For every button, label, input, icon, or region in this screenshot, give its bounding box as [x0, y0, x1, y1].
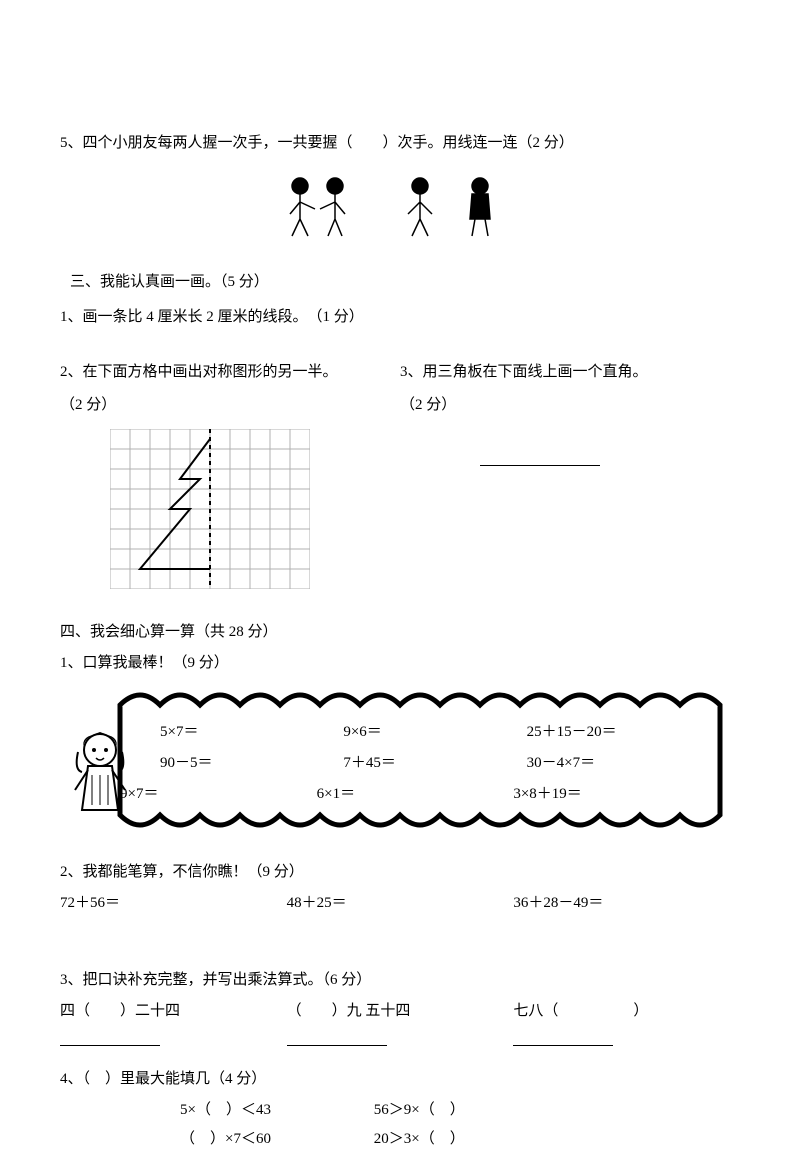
section-4-heading: 四、我会细心算一算（共 28 分）	[60, 619, 740, 646]
section-3-q1: 1、画一条比 4 厘米长 2 厘米的线段。 （1 分）	[60, 304, 740, 331]
section-4-q2: 2、我都能笔算，不信你瞧！（9 分）	[60, 859, 740, 886]
section-3-heading: 三、我能认真画一画。（5 分）	[70, 269, 740, 296]
fill-r1-b: 56＞9×（ ）	[374, 1097, 564, 1124]
mental-calc-box: 5×7＝ 9×6＝ 25＋15－20＝ 90－5＝ 7＋45＝ 30－4×7＝ …	[60, 685, 740, 845]
mnemonic-blank-b	[287, 1029, 514, 1056]
section-3-q2: 2、在下面方格中画出对称图形的另一半。	[60, 359, 400, 386]
calc-r3-b: 6×1＝	[317, 781, 514, 808]
right-angle-baseline	[480, 465, 600, 466]
fill-r1-a: 5×（ ）＜43	[180, 1097, 370, 1124]
mnemonic-blank-c	[513, 1029, 740, 1056]
mnemonic-c: 七八（ ）	[513, 998, 740, 1025]
mnemonic-blank-a	[60, 1029, 287, 1056]
section-4-q3: 3、把口诀补充完整，并写出乘法算式。（6 分）	[60, 967, 740, 994]
section-3-q3: 3、用三角板在下面线上画一个直角。	[400, 359, 740, 386]
written-a: 72＋56＝	[60, 890, 287, 917]
section-3-q2-points: （2 分）	[60, 392, 400, 419]
calc-r2-c: 30－4×7＝	[527, 750, 710, 777]
section-3-q3-points: （2 分）	[400, 392, 740, 419]
symmetry-grid	[110, 429, 400, 599]
section-4-q4: 4、（ ）里最大能填几（4 分）	[60, 1066, 740, 1093]
fill-r2-b: 20＞3×（ ）	[374, 1126, 564, 1153]
calc-r1-a: 5×7＝	[160, 719, 343, 746]
calc-r2-b: 7＋45＝	[343, 750, 526, 777]
kids-illustration	[60, 169, 740, 249]
calc-r1-c: 25＋15－20＝	[527, 719, 710, 746]
calc-r3-a: 9×7＝	[120, 781, 317, 808]
question-5-text: 5、四个小朋友每两人握一次手，一共要握（ ）次手。用线连一连（2 分）	[60, 130, 740, 157]
section-4-q1: 1、口算我最棒！（9 分）	[60, 650, 740, 677]
written-b: 48＋25＝	[287, 890, 514, 917]
calc-r3-c: 3×8＋19＝	[513, 781, 710, 808]
fill-r2-a: （ ）×7＜60	[180, 1126, 370, 1153]
calc-r1-b: 9×6＝	[343, 719, 526, 746]
calc-r2-a: 90－5＝	[160, 750, 343, 777]
written-c: 36＋28－49＝	[513, 890, 740, 917]
mnemonic-b: （ ）九 五十四	[287, 998, 514, 1025]
mnemonic-a: 四（ ）二十四	[60, 998, 287, 1025]
